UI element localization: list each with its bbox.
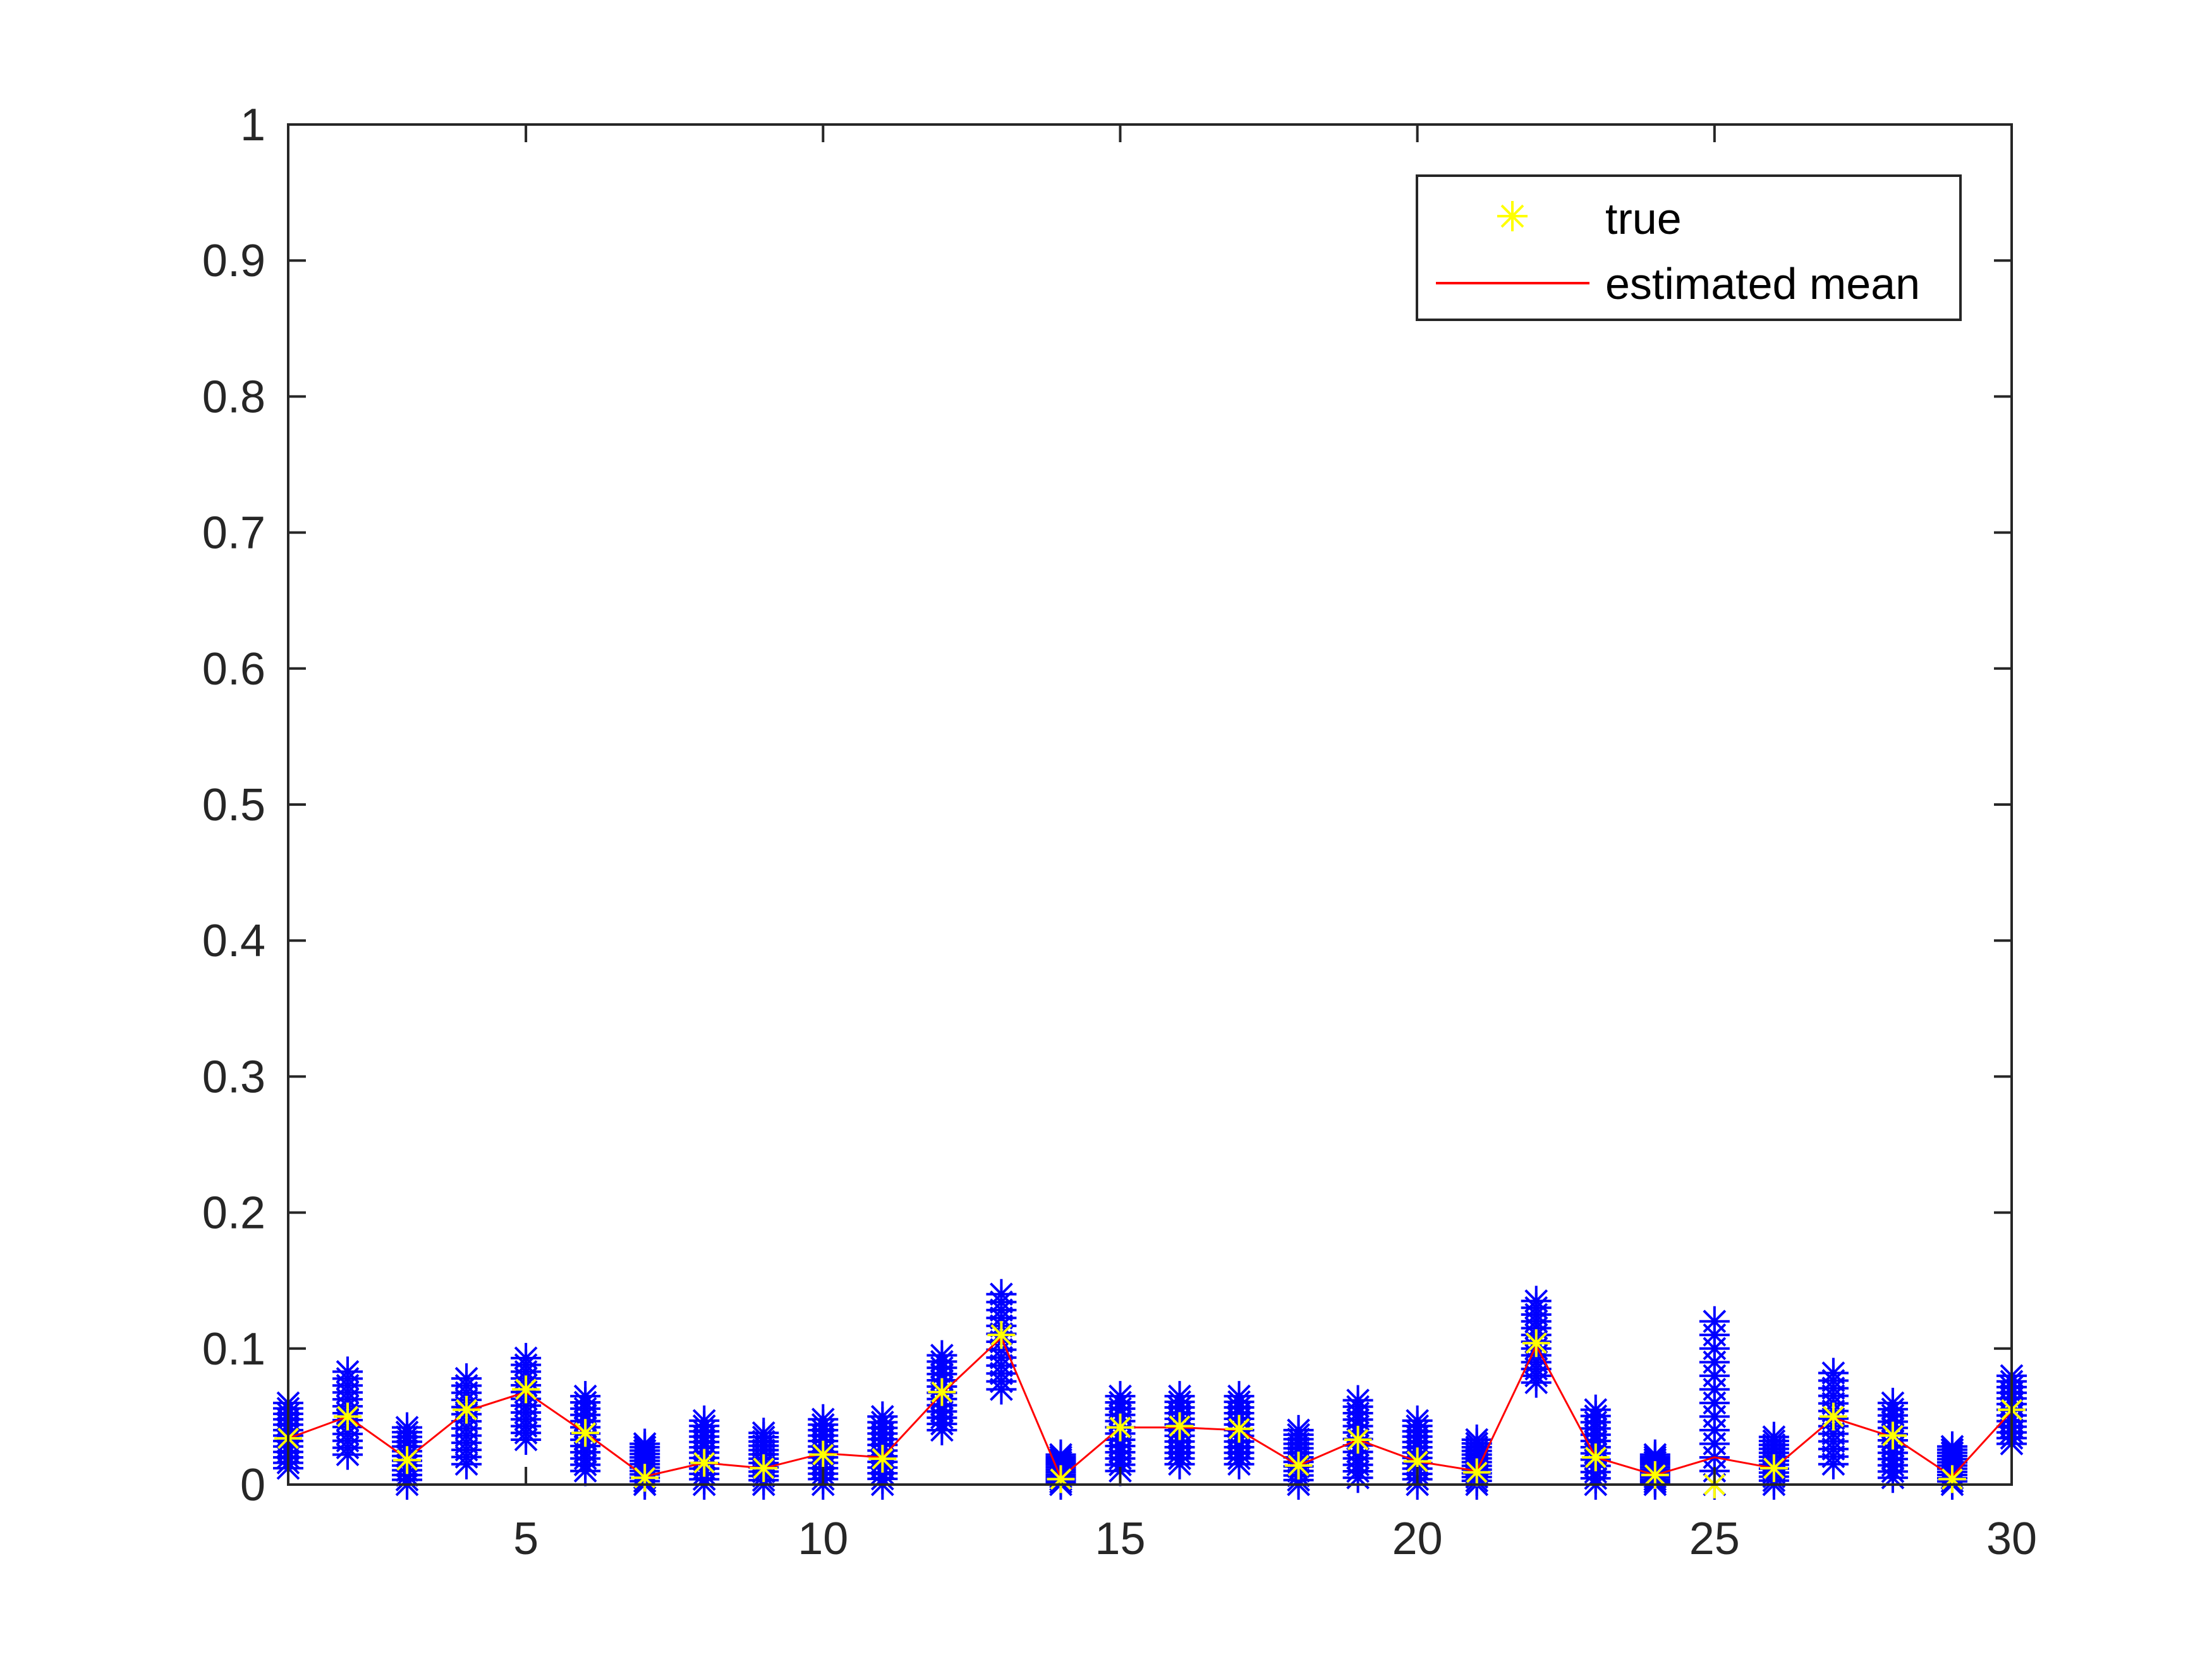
true-marker (1106, 1413, 1134, 1442)
true-marker (1165, 1412, 1194, 1440)
sample-marker (1699, 1306, 1730, 1337)
x-tick-label: 30 (1986, 1514, 2037, 1564)
y-tick-label: 0.3 (202, 1052, 265, 1102)
plot-area: 00.10.20.30.40.50.60.70.80.915 10 15 20 25 30 (202, 100, 2037, 1564)
true-marker (928, 1378, 956, 1406)
true-marker (1462, 1458, 1491, 1486)
y-tick-label: 0.5 (202, 780, 265, 830)
sample-marker (332, 1356, 363, 1387)
true-marker (987, 1321, 1016, 1349)
sample-marker (1342, 1385, 1373, 1416)
true-marker (1878, 1421, 1907, 1450)
legend-true-asterisk (1497, 201, 1528, 231)
true-marker (512, 1375, 540, 1404)
true-marker (809, 1440, 837, 1469)
true-marker (334, 1402, 362, 1431)
true-marker (453, 1395, 481, 1424)
estimated-mean-layer (288, 1336, 2013, 1480)
sample-marker (1283, 1414, 1314, 1445)
sample-marker (1402, 1405, 1433, 1436)
true-marker (1225, 1414, 1253, 1443)
true-marker (1522, 1329, 1550, 1358)
sample-marker (451, 1363, 482, 1394)
true-marker (393, 1446, 422, 1474)
true-marker (1759, 1454, 1788, 1483)
sample-marker (867, 1401, 898, 1432)
sample-marker (986, 1279, 1017, 1310)
y-tick-label: 0.8 (202, 372, 265, 422)
legend-label-estimated-mean: estimated mean (1605, 259, 1920, 308)
estimated-mean-line (288, 1336, 2013, 1480)
y-tick-label: 0.6 (202, 644, 265, 695)
true-marker (1938, 1465, 1966, 1493)
true-marker (1344, 1425, 1372, 1454)
sample-marker (629, 1428, 660, 1459)
sample-marker (1521, 1285, 1552, 1316)
sample-marker (1639, 1439, 1670, 1470)
true-marker (571, 1419, 600, 1447)
y-tick-label: 0.2 (202, 1188, 265, 1239)
true-marker (1047, 1465, 1075, 1493)
sample-marker (1580, 1394, 1611, 1425)
legend-box (1416, 174, 1962, 321)
y-tick-label: 0.7 (202, 508, 265, 559)
true-marker (1819, 1402, 1847, 1431)
true-marker (690, 1449, 719, 1477)
true-marker (1581, 1443, 1610, 1471)
legend-true-marker (1497, 201, 1528, 231)
legend-label-true: true (1605, 194, 1682, 243)
true-marker (631, 1464, 659, 1492)
y-tick-label: 1 (240, 100, 265, 150)
y-tick-label: 0.4 (202, 916, 265, 966)
sample-marker (392, 1412, 423, 1443)
sample-marker (748, 1418, 779, 1449)
true-marker (1284, 1451, 1313, 1480)
sample-marker (1164, 1381, 1195, 1412)
x-tick-label: 20 (1392, 1514, 1443, 1564)
x-tick-label: 25 (1689, 1514, 1740, 1564)
sample-marker (1224, 1381, 1255, 1412)
ticks-layer: 00.10.20.30.40.50.60.70.80.915 10 15 20 25 30 (202, 100, 2037, 1564)
x-tick-label: 5 (513, 1514, 538, 1564)
true-marker (750, 1454, 778, 1483)
sample-marker (1936, 1431, 1967, 1462)
sample-marker (1877, 1387, 1908, 1418)
sample-marker (511, 1342, 542, 1373)
sample-marker (927, 1340, 957, 1371)
y-tick-label: 0 (240, 1460, 265, 1510)
x-tick-label: 15 (1095, 1514, 1145, 1564)
sample-marker (689, 1405, 720, 1436)
sample-marker (570, 1381, 601, 1412)
sample-marker (808, 1404, 839, 1435)
x-tick-label: 10 (798, 1514, 848, 1564)
sample-marker (1105, 1381, 1136, 1412)
sample-marker (1758, 1421, 1789, 1452)
sample-marker (1461, 1424, 1492, 1455)
y-tick-label: 0.1 (202, 1324, 265, 1375)
true-marker (868, 1445, 897, 1473)
y-tick-label: 0.9 (202, 236, 265, 286)
sample-marker (1818, 1358, 1849, 1389)
plot-background (288, 125, 2012, 1485)
legend: true estimated mean (1416, 174, 1962, 321)
